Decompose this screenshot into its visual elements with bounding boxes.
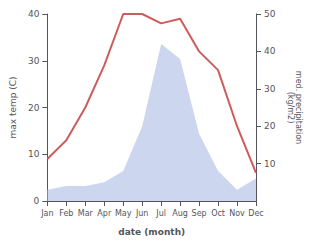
svg-text:0: 0 <box>34 196 40 206</box>
svg-text:Aug: Aug <box>172 209 188 218</box>
svg-text:Jul: Jul <box>155 209 166 218</box>
svg-text:max temp (C): max temp (C) <box>8 76 18 138</box>
svg-text:Feb: Feb <box>59 209 73 218</box>
svg-text:20: 20 <box>264 121 276 131</box>
svg-text:date (month): date (month) <box>118 227 185 237</box>
svg-text:Oct: Oct <box>211 209 225 218</box>
svg-text:Mar: Mar <box>78 209 94 218</box>
svg-text:Sep: Sep <box>192 209 207 218</box>
svg-text:10: 10 <box>264 159 276 169</box>
svg-text:med. precipitation: med. precipitation <box>293 70 303 145</box>
svg-text:Dec: Dec <box>248 209 263 218</box>
svg-text:30: 30 <box>28 56 40 66</box>
svg-text:Jan: Jan <box>40 209 53 218</box>
svg-text:40: 40 <box>28 9 40 19</box>
svg-text:Nov: Nov <box>229 209 245 218</box>
svg-text:40: 40 <box>264 46 276 56</box>
svg-text:30: 30 <box>264 84 276 94</box>
svg-text:May: May <box>115 209 132 218</box>
svg-text:(kg/m2): (kg/m2) <box>286 92 295 124</box>
svg-text:Apr: Apr <box>97 209 112 218</box>
svg-text:20: 20 <box>28 103 40 113</box>
svg-text:Jun: Jun <box>135 209 149 218</box>
svg-text:50: 50 <box>264 9 276 19</box>
svg-text:10: 10 <box>28 149 40 159</box>
